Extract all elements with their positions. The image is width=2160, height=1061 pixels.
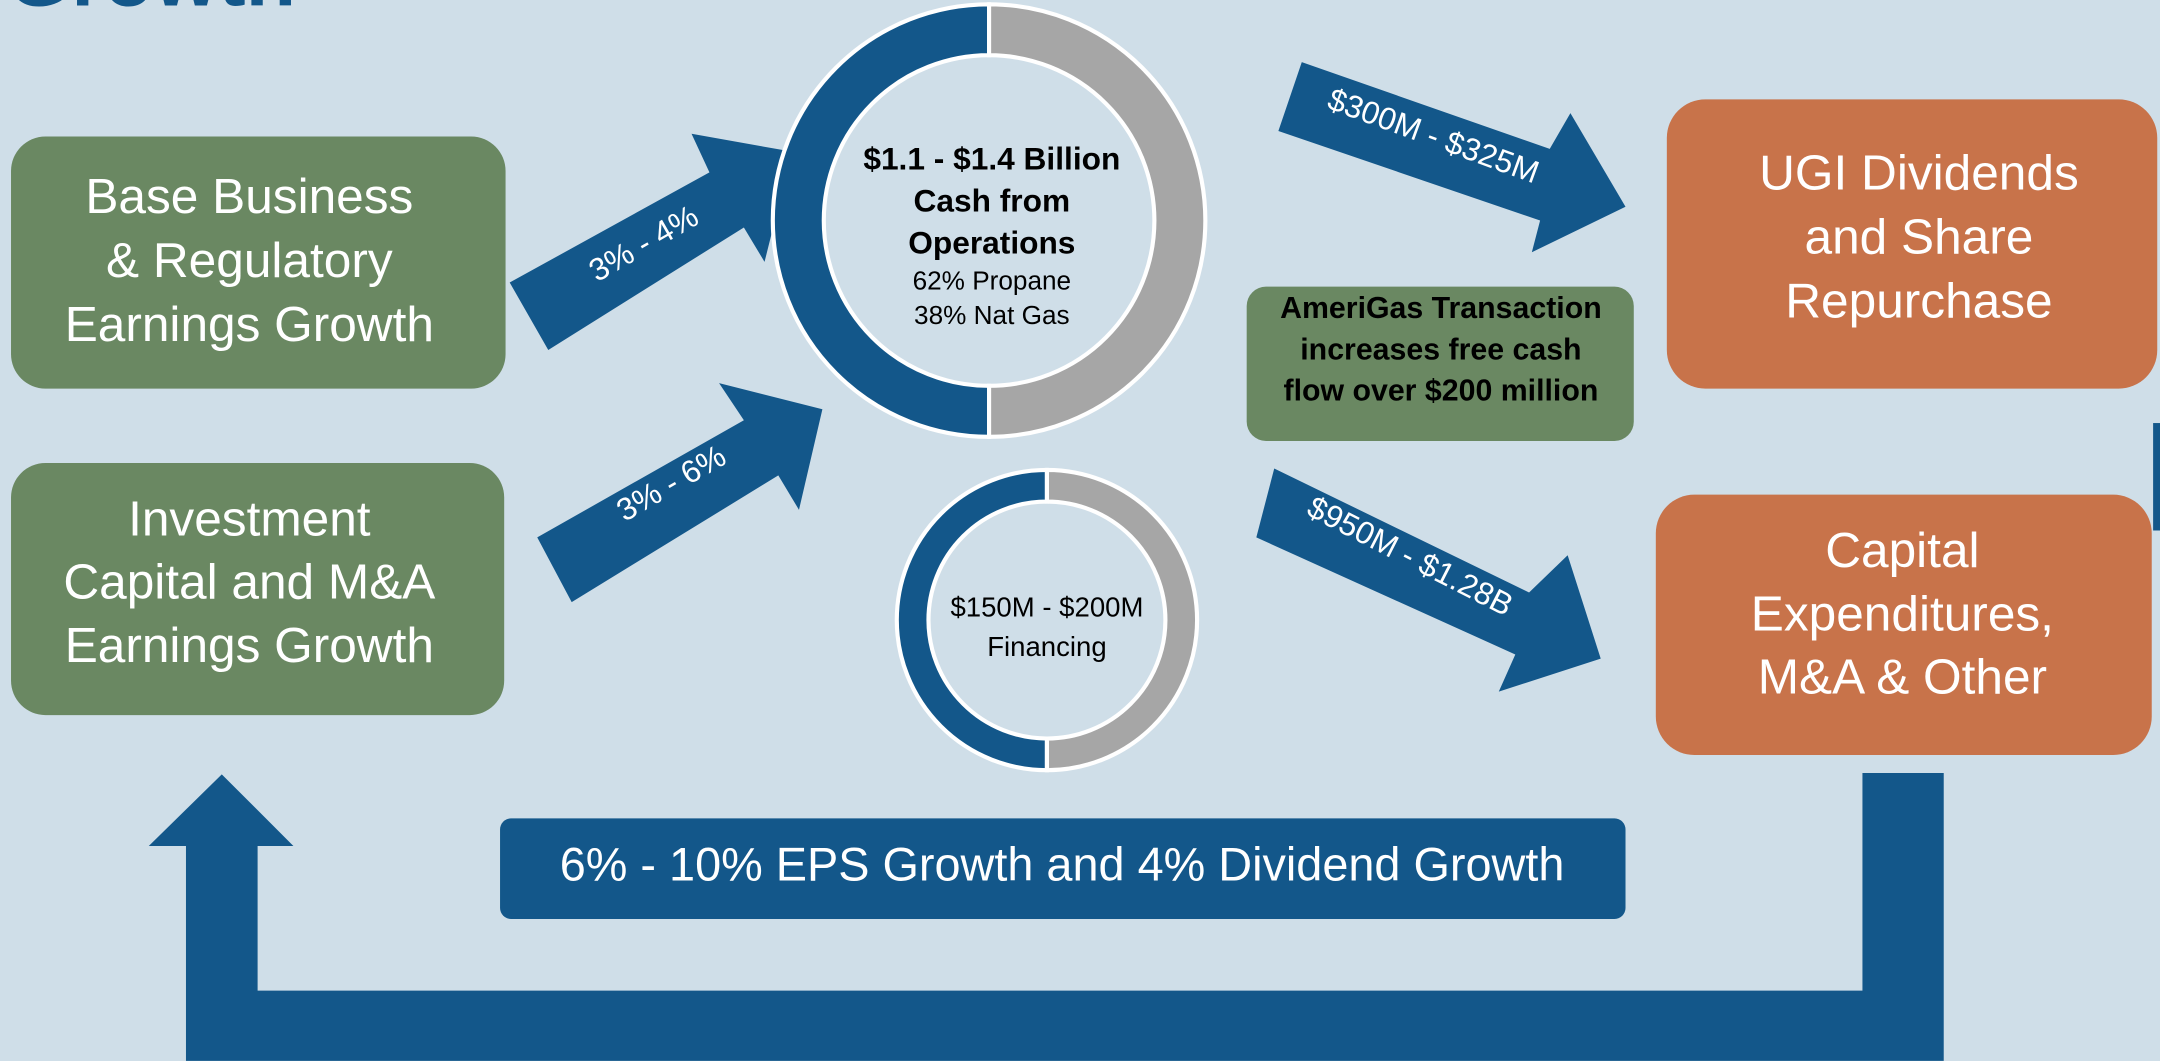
input-box — [11, 136, 506, 389]
ring-segment — [1044, 467, 1200, 773]
output-label: UGI Dividends and Share Repurchase — [1759, 145, 2079, 329]
text-line: & Regulatory — [106, 232, 393, 288]
note-box — [1246, 286, 1634, 441]
input-label: Base Business & Regulatory Earnings Growth — [65, 168, 434, 352]
title: Growth — [7, 0, 296, 23]
text-line: UGI Dividends — [1759, 145, 2079, 201]
ring-label: $150M - $200M Financing — [950, 591, 1143, 662]
banner — [500, 818, 1626, 919]
text-line: flow over $200 million — [1283, 375, 1598, 408]
output-label: Capital Expenditures, M&A & Other — [1751, 522, 2054, 705]
text-line: Financing — [987, 631, 1106, 662]
text-line: $150M - $200M — [950, 591, 1143, 622]
input-label: Investment Capital and M&A Earnings Growth — [63, 490, 435, 673]
text-line: Repurchase — [1785, 273, 2052, 329]
ring-segment — [894, 467, 1050, 773]
text-line: Expenditures, — [1751, 585, 2054, 641]
text-line: $1.1 - $1.4 Billion — [863, 141, 1120, 177]
text-line: AmeriGas Transaction — [1280, 292, 1602, 325]
ring-segment — [770, 2, 992, 439]
output-box — [1655, 494, 2152, 756]
text-line: 38% Nat Gas — [914, 300, 1070, 330]
text-line: 62% Propane — [913, 265, 1072, 295]
text-line: M&A & Other — [1758, 649, 2047, 705]
text-line: Cash from — [914, 183, 1071, 219]
text-line: Operations — [908, 225, 1075, 261]
text-line: Capital — [1825, 522, 1979, 578]
text-line: Earnings Growth — [65, 296, 434, 352]
ring-segment — [987, 2, 1208, 439]
text-line: Capital and M&A — [63, 554, 435, 610]
banner-text: 6% - 10% EPS Growth and 4% Dividend Grow… — [560, 838, 1565, 890]
note-label: AmeriGas Transaction increases free cash f… — [1280, 292, 1602, 408]
edge-bar — [2153, 423, 2160, 531]
text-line: Base Business — [85, 168, 413, 224]
text-line: and Share — [1805, 209, 2034, 265]
text-line: increases free cash — [1300, 333, 1581, 366]
ring-label: $1.1 - $1.4 Billion Cash from Operations 62… — [863, 141, 1120, 330]
output-box — [1666, 99, 2158, 389]
text-line: Earnings Growth — [65, 617, 434, 673]
input-box — [11, 463, 505, 716]
text-line: Investment — [128, 490, 371, 546]
arrow — [509, 133, 793, 351]
arrow — [537, 383, 823, 603]
return-arrow — [148, 772, 1944, 1061]
arrow — [1278, 62, 1626, 253]
arrow — [1256, 468, 1601, 692]
